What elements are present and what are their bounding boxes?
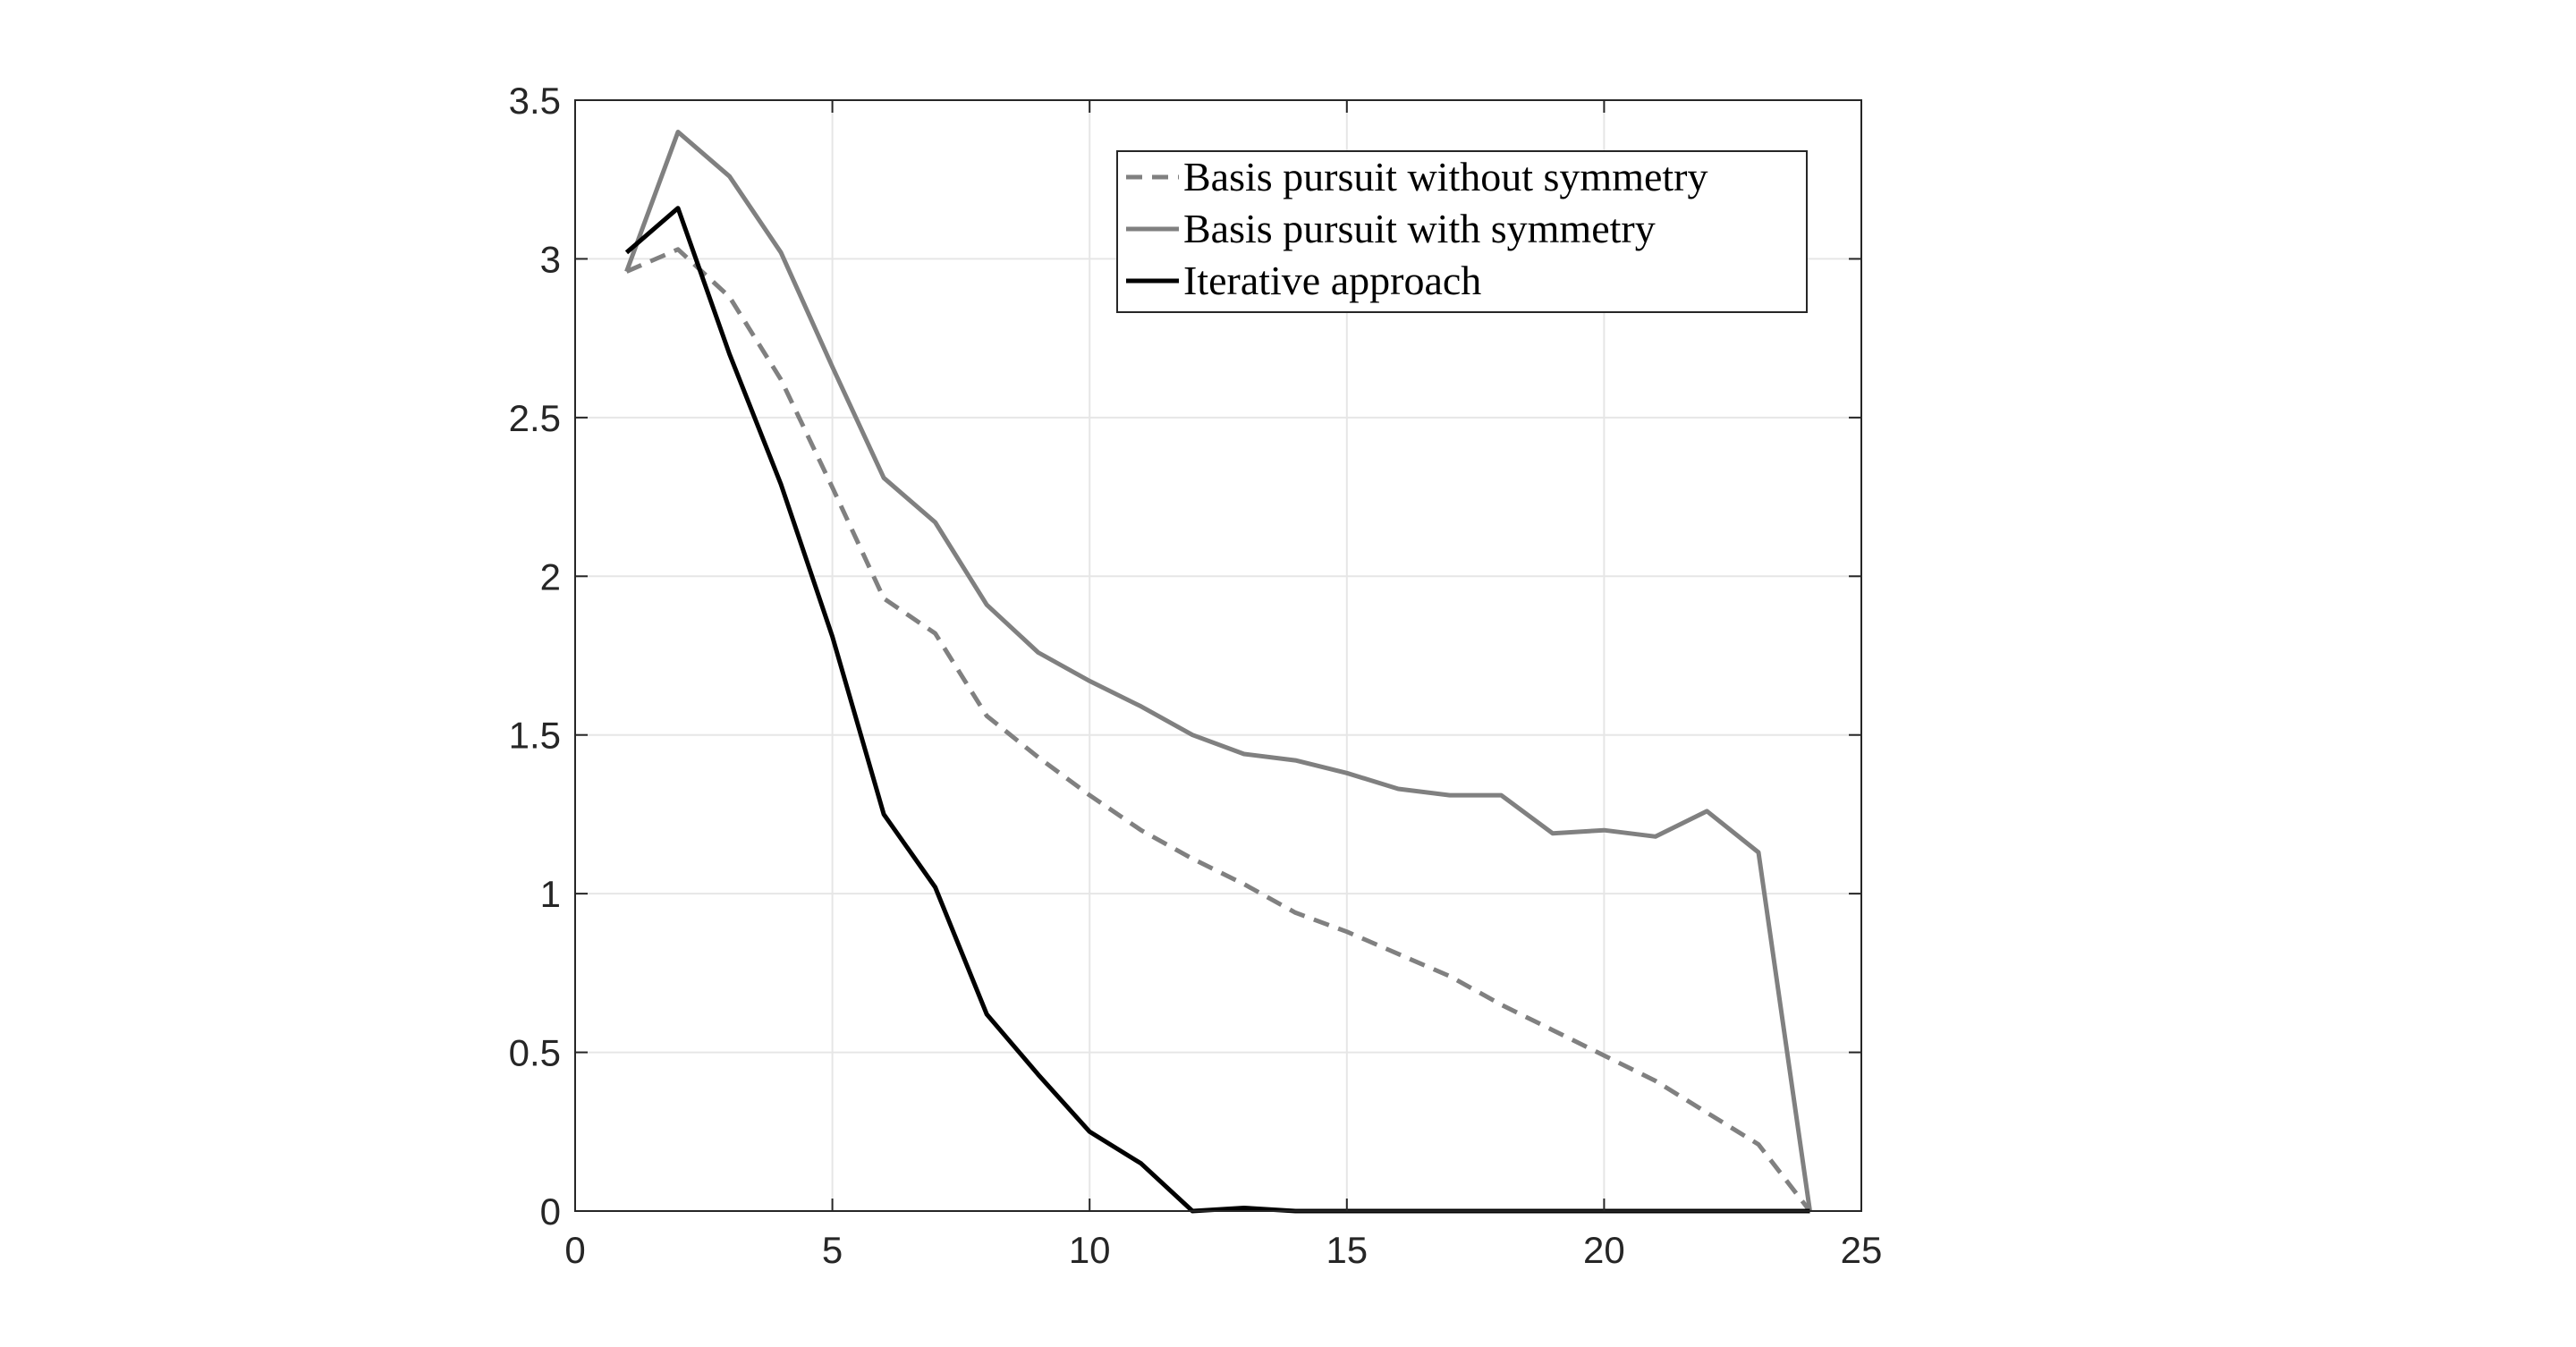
y-tick-labels: 0 0.5 1 1.5 2 2.5 3 3.5 [509, 80, 561, 1233]
x-tick-label: 10 [1069, 1229, 1111, 1271]
y-tick-label: 3.5 [509, 80, 561, 122]
legend-label-iterative-approach: Iterative approach [1183, 258, 1481, 303]
y-tick-label: 0 [540, 1190, 561, 1233]
legend-box [1116, 150, 1808, 313]
y-tick-label: 2 [540, 555, 561, 597]
x-tick-label: 5 [822, 1229, 843, 1271]
legend: Basis pursuit without symmetry Basis pur… [1116, 150, 1808, 313]
ticks [574, 99, 1862, 1212]
x-tick-label: 20 [1583, 1229, 1625, 1271]
y-tick-label: 1.5 [509, 715, 561, 757]
x-tick-label: 25 [1841, 1229, 1883, 1271]
y-tick-label: 0.5 [509, 1032, 561, 1074]
x-tick-label: 15 [1326, 1229, 1368, 1271]
x-tick-labels: 0 5 10 15 20 25 [564, 1229, 1882, 1271]
legend-label-basis-pursuit-without-symmetry: Basis pursuit without symmetry [1183, 154, 1708, 199]
series-line-basis-pursuit-without-symmetry [625, 247, 1812, 1213]
plot-frame [574, 99, 1862, 1212]
y-tick-label: 3 [540, 238, 561, 280]
y-tick-label: 1 [540, 873, 561, 915]
series-line-basis-pursuit-with-symmetry [624, 130, 1812, 1212]
y-tick-label: 2.5 [509, 397, 561, 439]
legend-label-basis-pursuit-with-symmetry: Basis pursuit with symmetry [1183, 206, 1656, 251]
x-tick-label: 0 [564, 1229, 585, 1271]
